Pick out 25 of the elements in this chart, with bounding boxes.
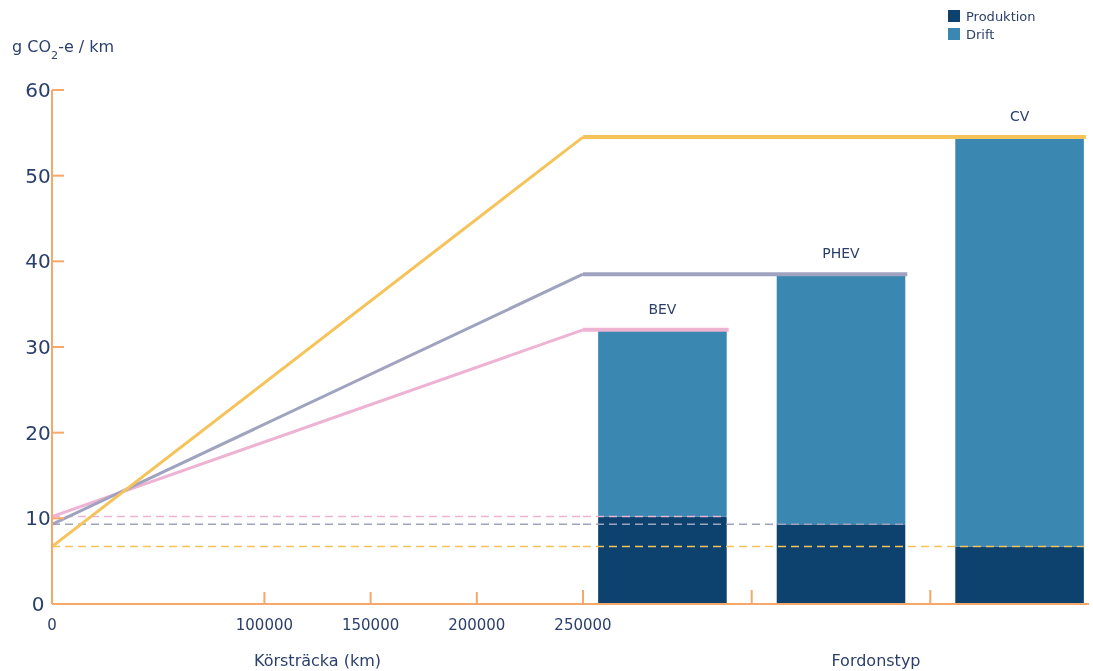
x-tick-label: 250000 <box>554 616 612 634</box>
x-tick-label: BEV <box>648 300 677 317</box>
legend-label: Drift <box>966 27 995 42</box>
x-tick-label: 150000 <box>341 616 400 634</box>
y-tick-label: 0 <box>31 592 45 616</box>
y-tick-label: 50 <box>25 163 51 188</box>
bar <box>598 329 727 517</box>
bar <box>955 546 1084 604</box>
bar <box>776 524 906 604</box>
bar <box>598 516 727 604</box>
x-tick-label: 200000 <box>448 616 506 634</box>
legend-label: Produktion <box>966 9 1036 24</box>
y-tick-label: 10 <box>25 506 51 531</box>
x-tick-label: 100000 <box>235 616 294 634</box>
x-tick-label: CV <box>1009 108 1030 125</box>
bar <box>955 137 1084 547</box>
y-axis-title: g CO$_{2}$-e / km <box>12 37 115 62</box>
y-tick-label: 30 <box>25 335 51 359</box>
x-axis-title: Körsträcka (km) <box>253 651 382 670</box>
bar <box>776 274 906 525</box>
y-tick-label: 20 <box>25 420 51 445</box>
y-tick-label: 60 <box>25 78 51 102</box>
x-axis-title: Fordonstyp <box>831 651 921 670</box>
x-tick-label: PHEV <box>822 245 861 262</box>
y-tick-label: 40 <box>25 249 51 274</box>
